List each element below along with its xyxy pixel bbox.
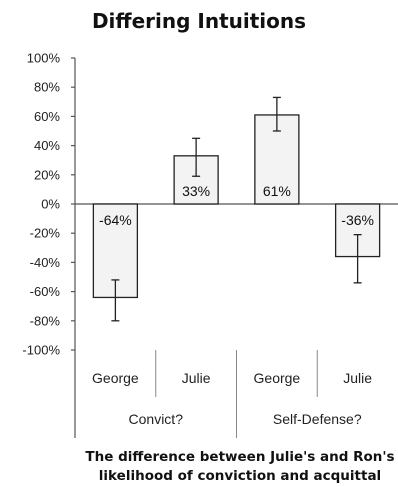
y-tick-label: -80%: [30, 313, 61, 328]
data-labels: -64% 33% 61% -36%: [99, 183, 374, 228]
x-axis-title-line-1: The difference between Julie's and Ron's: [85, 449, 394, 465]
x-group-label: Convict?: [129, 411, 184, 427]
y-tick-label: 0%: [41, 197, 60, 212]
error-bar: [272, 96, 281, 132]
bars: [92, 114, 381, 299]
y-tick-label: 40%: [34, 138, 60, 153]
x-category-label: George: [254, 370, 301, 386]
y-tick-label: -20%: [30, 226, 61, 241]
x-axis-group-labels: Convict? Self-Defense?: [129, 411, 362, 427]
bar-data-label: -64%: [99, 212, 132, 228]
x-category-label: Julie: [182, 370, 211, 386]
y-tick-label: -100%: [22, 343, 60, 358]
y-axis-ticks: 100% 80% 60% 40% 20% 0% -20% -40% -60% -80% -100%: [22, 51, 75, 358]
error-bar: [111, 279, 120, 322]
bar-data-label: 33%: [182, 183, 210, 199]
bar-data-label: 61%: [263, 183, 291, 199]
x-axis-category-labels: George Julie George Julie: [92, 370, 372, 386]
category-separators: [155, 350, 318, 438]
y-tick-label: -40%: [30, 255, 61, 270]
chart-title: Differing Intuitions: [92, 9, 306, 33]
x-category-label: George: [92, 370, 139, 386]
error-bars: [111, 96, 362, 322]
y-tick-label: 20%: [34, 167, 60, 182]
bar-data-label: -36%: [341, 212, 374, 228]
y-tick-label: 60%: [34, 109, 60, 124]
y-tick-label: 80%: [34, 80, 60, 95]
error-bar: [192, 137, 201, 177]
x-group-label: Self-Defense?: [273, 411, 362, 427]
y-tick-label: -60%: [30, 284, 61, 299]
x-axis-title-line-2: likelihood of conviction and acquittal: [99, 468, 381, 484]
bar: [254, 114, 300, 205]
x-category-label: Julie: [343, 370, 372, 386]
error-bar: [353, 234, 362, 284]
y-tick-label: 100%: [27, 51, 61, 66]
